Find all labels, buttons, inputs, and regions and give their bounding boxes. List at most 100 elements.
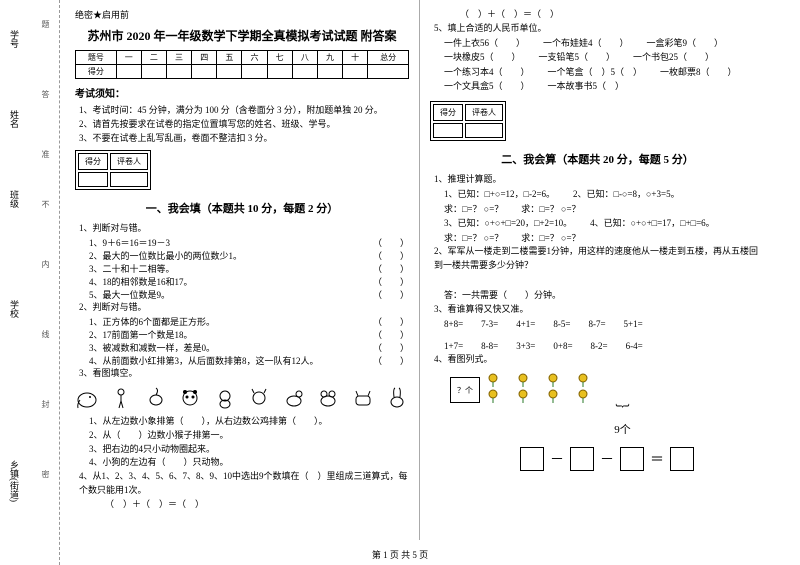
seal-mark-7: 密	[40, 470, 51, 478]
seal-mark-0: 题	[40, 20, 51, 28]
sv-label: 得分	[76, 65, 117, 79]
flower-diagram: ？个	[450, 373, 765, 403]
answer-box[interactable]	[520, 447, 544, 471]
monkey-icon	[213, 385, 237, 411]
sh-11: 总分	[368, 51, 409, 65]
sh-3: 三	[166, 51, 191, 65]
part2-title: 二、我会算（本题共 20 分，每题 5 分）	[430, 151, 765, 167]
p1-q3-2: 2、从（ ）边数小猴子排第一。	[89, 429, 409, 443]
part-scorebox: 得分评卷人	[75, 150, 151, 190]
rooster-icon	[144, 385, 168, 411]
p1-q2-3: 3、被减数和减数一样，差是0。（ ）	[89, 341, 409, 354]
p2-q2: 2、军军从一楼走到二楼需要1分钟，用这样的速度他从一楼走到五楼，再从五楼回到一楼…	[434, 245, 765, 273]
equals-icon: ＝	[650, 449, 664, 469]
p1-q4: 4、从1、2、3、4、5、6、7、8、9、10中选出9个数填在（ ）里组成三道算…	[79, 470, 409, 498]
notice-1: 1、考试时间：45 分钟，满分为 100 分（含卷面分 3 分），附加题单独 2…	[79, 104, 409, 118]
p1-q2-2: 2、17前面第一个数是18。（ ）	[89, 328, 409, 341]
sh-9: 九	[317, 51, 342, 65]
p2-q3-row1: 8+8= 7-3= 4+1= 8-5= 8-7= 5+1=	[444, 317, 765, 331]
minus-icon: －	[600, 449, 614, 469]
p1-q2: 2、判断对与错。	[79, 301, 409, 315]
part2-scorebox: 得分评卷人	[430, 101, 506, 141]
score-table: 题号 一 二 三 四 五 六 七 八 九 十 总分 得分	[75, 50, 409, 79]
p1-q3: 3、看图填空。	[79, 367, 409, 381]
sh-8: 八	[292, 51, 317, 65]
right-column: （ ）＋（ ）＝（ ） 5、填上合适的人民币单位。 一件上衣56（ ） 一个布娃…	[420, 0, 775, 540]
dog-icon	[351, 385, 375, 411]
sh-7: 七	[267, 51, 292, 65]
answer-box[interactable]	[570, 447, 594, 471]
p1-q1-2: 2、最大的一位数比最小的两位数少1。（ ）	[89, 249, 409, 262]
minus-icon: －	[550, 449, 564, 469]
page-body: 绝密★启用前 苏州市 2020 年一年级数学下学期全真模拟考试试题 附答案 题号…	[65, 0, 800, 540]
p1-q4-eq: （ ）＋（ ）＝（ ）	[105, 498, 409, 512]
notice-3: 3、不要在试卷上乱写乱画，卷面不整洁扣 3 分。	[79, 132, 409, 146]
seal-mark-6: 封	[40, 400, 51, 408]
flower-pot: ？个	[450, 377, 480, 403]
notice-2: 2、请首先按要求在试卷的指定位置填写您的姓名、班级、学号。	[79, 118, 409, 132]
answer-box[interactable]	[670, 447, 694, 471]
bind-label-town: 乡镇(街道)	[8, 460, 21, 502]
rabbit-icon	[385, 385, 409, 411]
p2-q4: 4、看图列式。	[434, 353, 765, 367]
answer-box[interactable]	[620, 447, 644, 471]
seal-mark-1: 答	[40, 90, 51, 98]
bind-label-id: 学号	[8, 30, 21, 48]
q4-eq2: （ ）＋（ ）＝（ ）	[460, 8, 765, 22]
panda-icon	[178, 385, 202, 411]
left-column: 绝密★启用前 苏州市 2020 年一年级数学下学期全真模拟考试试题 附答案 题号…	[65, 0, 420, 540]
seal-mark-4: 内	[40, 260, 51, 268]
sb-c1: 得分	[78, 153, 108, 170]
secret-label: 绝密★启用前	[75, 8, 409, 21]
flower-icon	[516, 389, 530, 403]
p1-q1-5: 5、最大一位数是9。（ ）	[89, 288, 409, 301]
p2-q1-r1b: 求：□=？ ○=？ 求：□=？ ○=？	[444, 202, 765, 216]
p1-q1: 1、判断对与错。	[79, 222, 409, 236]
sh-5: 五	[217, 51, 242, 65]
ostrich-icon	[109, 385, 133, 411]
flower-group	[486, 373, 590, 403]
elephant-icon	[75, 385, 99, 411]
seal-mark-3: 不	[40, 200, 51, 208]
p1-q3-1: 1、从左边数小象排第（ ），从右边数公鸡排第（ ）。	[89, 415, 409, 429]
q5-head: 5、填上合适的人民币单位。	[434, 22, 765, 36]
bind-label-name: 姓名	[8, 110, 21, 128]
sh-0: 题号	[76, 51, 117, 65]
p2-q3-row2: 1+7= 8-8= 3+3= 0+8= 8-2= 6-4=	[444, 339, 765, 353]
p1-q2-1: 1、正方体的6个面都是正方形。（ ）	[89, 315, 409, 328]
score-header-row: 题号 一 二 三 四 五 六 七 八 九 十 总分	[76, 51, 409, 65]
flower-icon	[546, 373, 560, 387]
p2-q1-r2b: 求：□=？ ○=？ 求：□=？ ○=？	[444, 231, 765, 245]
score-value-row: 得分	[76, 65, 409, 79]
p2-q1-r2: 3、已知：○+○+□=20，□+2=10。 4、已知：○+○+□=17，□+□=…	[444, 216, 765, 230]
bind-label-class: 班级	[8, 190, 21, 208]
units-row-4: 一个文具盒5（ ） 一本故事书5（ ）	[444, 79, 765, 93]
sh-2: 二	[141, 51, 166, 65]
sh-4: 四	[192, 51, 217, 65]
p2-q1: 1、推理计算题。	[434, 173, 765, 187]
flower-icon	[576, 389, 590, 403]
brace-label: 9个	[480, 421, 765, 437]
flower-icon	[576, 373, 590, 387]
p1-q1-1: 1、9＋6＝16＝19－3（ ）	[89, 236, 409, 249]
bind-label-school: 学校	[8, 300, 21, 318]
units-row-3: 一个练习本4（ ） 一个笔盒（ ）5（ ） 一枚邮票8（ ）	[444, 65, 765, 79]
p1-q1-4: 4、18的相邻数是16和17。（ ）	[89, 275, 409, 288]
p2-q2-ans: 答：一共需要（ ）分钟。	[444, 289, 765, 303]
flower-icon	[486, 373, 500, 387]
seal-mark-2: 准	[40, 150, 51, 158]
animal-row	[75, 385, 409, 411]
p2-q1-r1: 1、已知：□+○=12，□-2=6。 2、已知：□-○=8，○+3=5。	[444, 187, 765, 201]
flower-icon	[486, 389, 500, 403]
duck-icon	[282, 385, 306, 411]
brace-icon: ︸	[480, 401, 765, 421]
notice-head: 考试须知：	[75, 85, 409, 100]
cat-icon	[247, 385, 271, 411]
p1-q1-3: 3、二十和十二相等。（ ）	[89, 262, 409, 275]
exam-title: 苏州市 2020 年一年级数学下学期全真模拟考试试题 附答案	[75, 27, 409, 44]
flower-icon	[546, 389, 560, 403]
sh-1: 一	[116, 51, 141, 65]
sh-6: 六	[242, 51, 267, 65]
mouse-icon	[316, 385, 340, 411]
sb-c2: 评卷人	[110, 153, 148, 170]
